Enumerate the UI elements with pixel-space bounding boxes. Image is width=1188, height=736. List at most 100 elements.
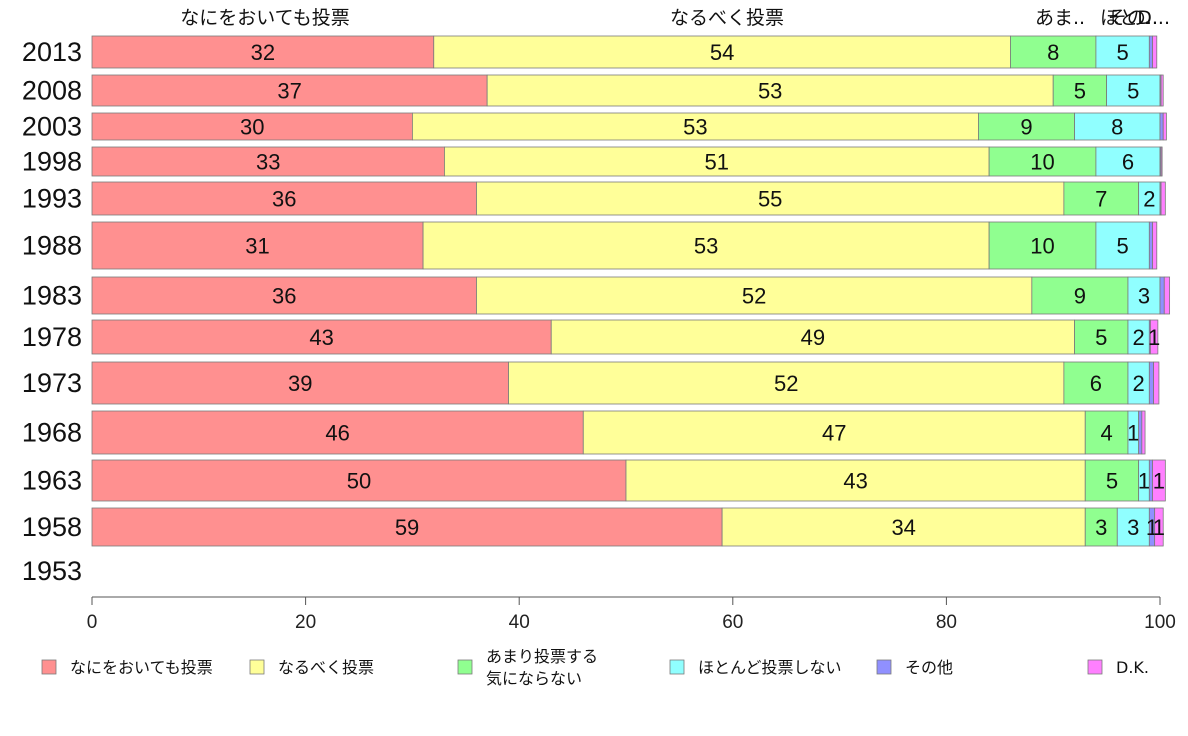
legend-label: なにをおいても投票: [70, 658, 213, 677]
bar-segment: [486, 74, 1054, 107]
bar-segment: [1163, 276, 1171, 315]
bar-value-label: 55: [758, 187, 782, 212]
bar-segment: [988, 146, 1097, 177]
x-tick-label: 100: [1144, 612, 1176, 633]
bar-value-label: 32: [251, 40, 275, 65]
bar-value-label: 36: [272, 284, 296, 309]
bar-segment: [91, 276, 477, 315]
bar-segment: [1159, 276, 1165, 315]
bar-segment: [1152, 35, 1158, 69]
bar-value-label: 52: [742, 284, 766, 309]
bar-value-label: 53: [683, 115, 707, 140]
bar-value-label: 6: [1090, 371, 1102, 396]
bar-segment: [444, 146, 990, 177]
bar-segment: [1160, 74, 1164, 107]
bar-value-label: 34: [891, 515, 915, 540]
bar-value-label: 59: [395, 515, 419, 540]
bar-value-label: 5: [1106, 469, 1118, 494]
bar-value-label: 50: [347, 469, 371, 494]
bar-value-label: 1: [1153, 515, 1165, 540]
bar-value-label: 52: [774, 371, 798, 396]
x-tick-label: 0: [87, 612, 98, 633]
x-tick-label: 40: [509, 612, 530, 633]
bar-segment: [1162, 112, 1167, 141]
bar-value-label: 5: [1074, 79, 1086, 104]
bar-value-label: 7: [1095, 187, 1107, 212]
x-tick-label: 20: [295, 612, 316, 633]
bar-segment: [1063, 361, 1129, 405]
top-series-label: あま..: [1035, 7, 1085, 29]
bar-value-label: 31: [245, 234, 269, 259]
bar-value-label: 9: [1074, 284, 1086, 309]
legend-swatch: [1087, 659, 1103, 675]
bar-segment: [1074, 319, 1129, 355]
category-label: 1953: [22, 556, 82, 586]
bar-segment: [1152, 459, 1166, 502]
x-tick-label: 60: [722, 612, 743, 633]
bar-value-label: 54: [710, 40, 734, 65]
legend-swatch: [249, 659, 265, 675]
legend-label: D.K.: [1116, 658, 1149, 677]
bar-value-label: 6: [1122, 150, 1134, 175]
bar-segment: [1084, 459, 1140, 502]
bar-value-label: 4: [1100, 421, 1112, 446]
bar-value-label: 53: [694, 234, 718, 259]
bar-segment: [1095, 35, 1150, 69]
bar-value-label: 1: [1153, 469, 1165, 494]
category-label: 2013: [22, 37, 82, 67]
category-label: 1998: [22, 147, 82, 177]
bar-value-label: 30: [240, 115, 264, 140]
legend-swatch: [457, 659, 473, 675]
bar-value-label: 3: [1127, 515, 1139, 540]
bar-value-label: 8: [1111, 115, 1123, 140]
bar-value-label: 2: [1143, 187, 1155, 212]
bar-segment: [433, 35, 1011, 69]
bar-value-label: 9: [1020, 115, 1032, 140]
bar-value-label: 53: [758, 79, 782, 104]
bar-value-label: 3: [1138, 284, 1150, 309]
bar-segment: [1095, 146, 1161, 177]
bar-segment: [422, 221, 990, 270]
bar-value-label: 8: [1047, 40, 1059, 65]
bar-segment: [91, 35, 435, 69]
top-series-label: D...: [1137, 7, 1170, 29]
bar-segment: [91, 459, 627, 502]
category-label: 1958: [22, 512, 82, 542]
bar-segment: [91, 319, 552, 355]
legend-label: なるべく投票: [278, 658, 374, 677]
category-label: 1968: [22, 418, 82, 448]
top-series-label: その..: [1108, 7, 1158, 29]
bar-segment: [91, 361, 509, 405]
bar-value-label: 43: [309, 325, 333, 350]
bar-value-label: 5: [1127, 79, 1139, 104]
top-series-label: なるべく投票: [670, 7, 784, 29]
bar-value-label: 1: [1127, 421, 1139, 446]
bar-segment: [1153, 361, 1160, 405]
top-series-label: なにをおいても投票: [180, 7, 349, 29]
bar-segment: [721, 507, 1086, 547]
bar-segment: [91, 221, 424, 270]
bar-value-label: 3: [1095, 515, 1107, 540]
bar-value-label: 43: [843, 469, 867, 494]
bar-segment: [550, 319, 1075, 355]
legend-swatch: [876, 659, 892, 675]
legend-label: その他: [905, 658, 953, 677]
bar-value-label: 49: [801, 325, 825, 350]
bar-segment: [1149, 319, 1159, 355]
legend-swatch: [669, 659, 685, 675]
legend-swatch: [41, 659, 57, 675]
bar-segment: [91, 74, 488, 107]
legend-label: 気にならない: [486, 669, 582, 688]
bar-segment: [978, 112, 1075, 141]
bar-segment: [1160, 146, 1163, 177]
bar-value-label: 33: [256, 150, 280, 175]
bar-segment: [91, 181, 477, 216]
bar-segment: [1148, 361, 1154, 405]
bar-segment: [1159, 112, 1164, 141]
bar-value-label: 39: [288, 371, 312, 396]
bar-value-label: 5: [1116, 234, 1128, 259]
category-label: 1993: [22, 184, 82, 214]
bar-value-label: 47: [822, 421, 846, 446]
